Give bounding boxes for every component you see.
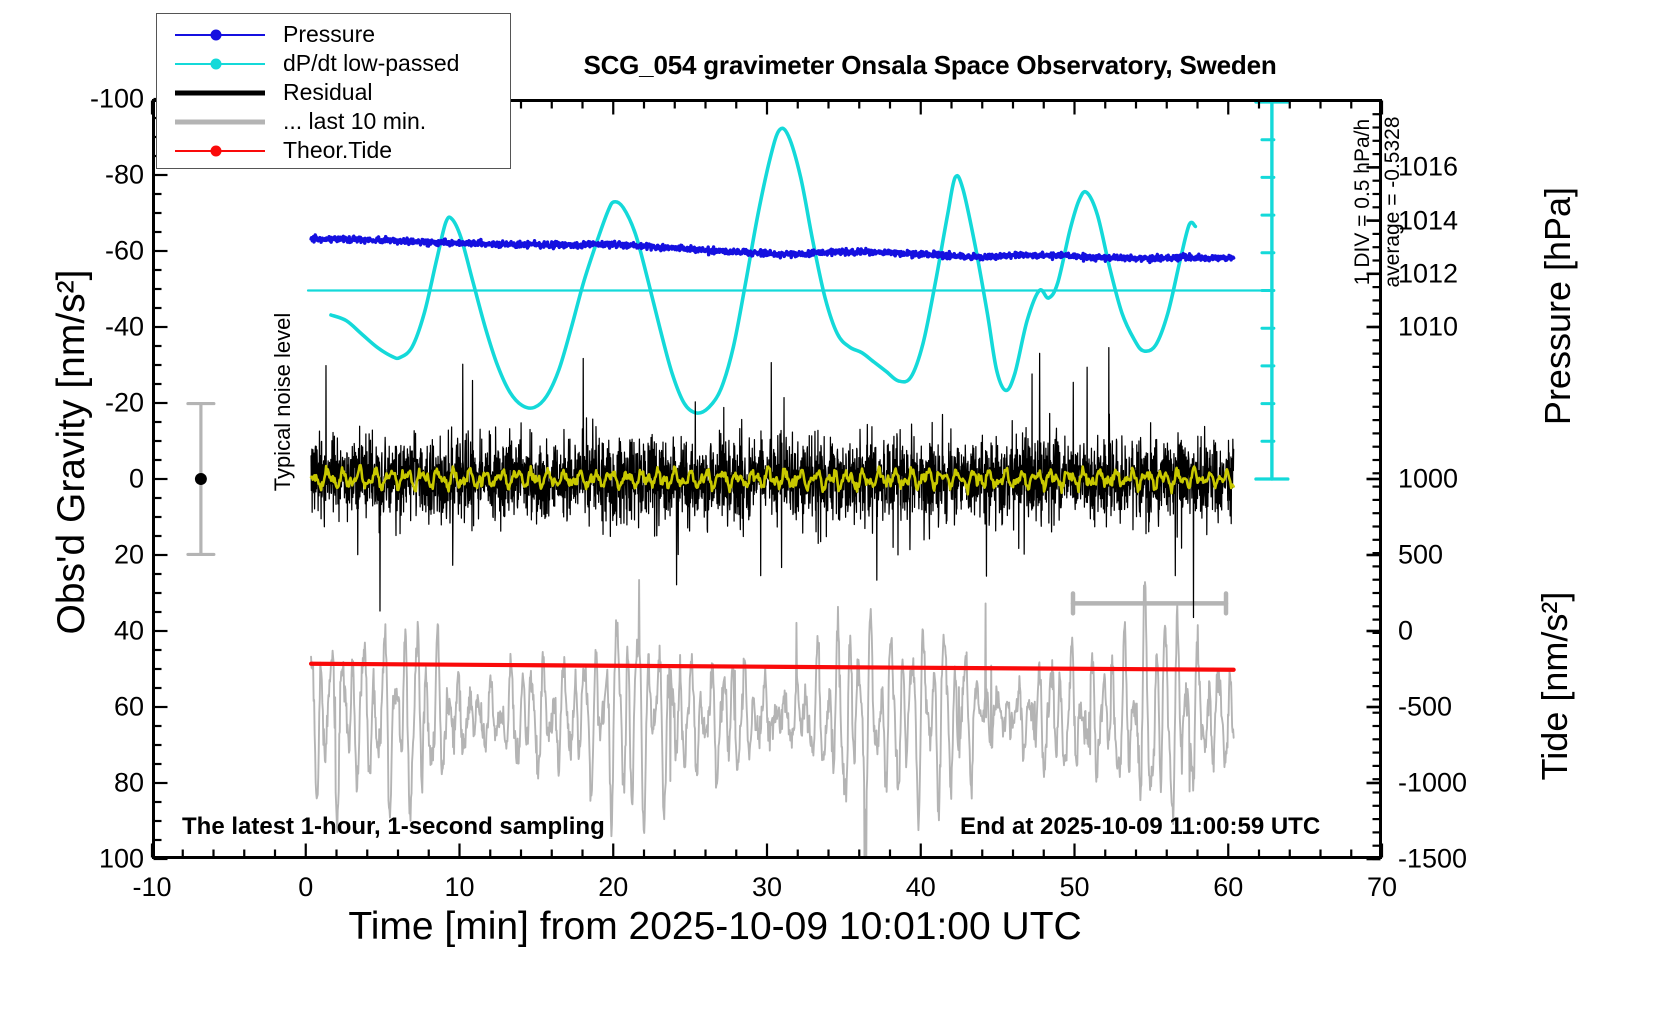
legend-swatch-icon [175,83,265,103]
series-residual [310,346,1235,619]
tide-tick-label: -500 [1398,691,1453,722]
tide-tick-label: -1000 [1398,767,1468,798]
tide-tick-label: -1500 [1398,843,1468,874]
series-theor-tide [308,661,1236,672]
x-tick-label: 60 [1213,872,1244,902]
legend-item-label: Pressure [283,21,376,47]
x-tick-label: 50 [1059,872,1090,902]
legend-item[interactable]: Theor.Tide [157,136,510,165]
chart-title: SCG_054 gravimeter Onsala Space Observat… [583,50,1277,80]
x-tick-label: 20 [598,872,629,902]
y-tick-label: -40 [104,311,144,342]
typical-noise-level-bar [186,402,216,556]
x-tick-label: 10 [444,872,475,902]
x-tick-label: 70 [1366,872,1398,902]
y-tick-label: 100 [98,843,144,874]
typical-noise-level-label: Typical noise level [270,312,295,492]
x-axis-title: Time [min] from 2025-10-09 10:01:00 UTC [348,905,1082,948]
legend-item[interactable]: Residual [157,78,510,107]
legend-marker-icon [210,58,222,69]
series-dpdt-low-passed [329,126,1198,415]
y-tick-label: 80 [113,767,144,798]
dpdt-scale-label: 1 DIV = 0.5 hPa/h [1351,118,1374,286]
tide-tick-label: 0 [1398,615,1414,646]
footer-left-text: The latest 1-hour, 1-second sampling [182,813,605,840]
series-residual-smoothed [309,463,1235,496]
legend-marker-icon [210,29,222,40]
dpdt-scale-bar [1254,102,1290,481]
legend-item-label: dP/dt low-passed [283,50,460,76]
tide-tick-label: 500 [1398,539,1444,570]
x-tick-label: 0 [298,872,314,902]
tide-axis-title: Tide [nm/s²] [1534,591,1575,781]
legend-marker-icon [210,145,222,156]
legend-line-icon [175,90,265,95]
series-last-10-min [310,578,1235,856]
y-tick-label: -60 [104,235,144,266]
plot-frame [152,99,1382,859]
legend-swatch-icon [175,25,265,45]
y-tick-label: -100 [89,83,144,114]
legend-item[interactable]: dP/dt low-passed [157,49,510,78]
x-tick-label: 30 [751,872,783,902]
y-tick-label: 40 [113,615,144,646]
dpdt-average-label: average = -0.5328 [1381,116,1404,288]
y-tick-label: 20 [113,539,144,570]
y-tick-label: -20 [104,387,144,418]
chart-legend: Pressure dP/dt low-passed Residual ... last… [156,13,511,169]
legend-line-icon [175,119,265,124]
legend-item-label: ... last 10 min. [283,108,427,134]
series-pressure [309,233,1236,265]
y-tick-label: 0 [128,463,144,494]
y-tick-label: -80 [104,159,144,190]
pressure-tick-label: 1014 [1398,205,1459,236]
last-10-min-marker [1070,591,1229,616]
legend-item-label: Theor.Tide [283,137,393,163]
legend-item[interactable]: Pressure [157,20,510,49]
tide-tick-label: 1000 [1398,463,1459,494]
legend-item-label: Residual [283,79,373,105]
pressure-tick-label: 1010 [1398,311,1459,342]
pressure-tick-label: 1012 [1398,258,1459,289]
pressure-axis-title: Pressure [hPa] [1537,186,1578,426]
plot-canvas [186,102,1290,856]
legend-swatch-icon [175,141,265,161]
noise-level-center-dot [194,473,207,485]
legend-swatch-icon [175,54,265,74]
y-tick-label: 60 [113,691,144,722]
x-tick-label: -10 [132,872,172,902]
legend-swatch-icon [175,112,265,132]
footer-right-text: End at 2025-10-09 11:00:59 UTC [960,813,1321,840]
legend-item[interactable]: ... last 10 min. [157,107,510,136]
pressure-tick-label: 1016 [1398,151,1459,182]
x-tick-label: 40 [905,872,936,902]
